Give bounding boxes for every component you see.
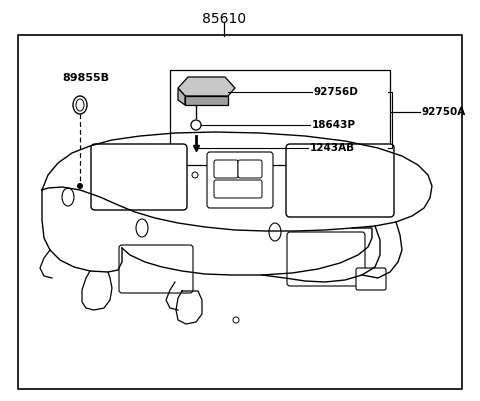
Ellipse shape <box>136 219 148 237</box>
Text: 1243AB: 1243AB <box>310 143 355 153</box>
Ellipse shape <box>76 99 84 111</box>
Bar <box>170 70 390 165</box>
FancyBboxPatch shape <box>214 180 262 198</box>
FancyBboxPatch shape <box>214 160 238 178</box>
Text: 89855B: 89855B <box>62 73 109 83</box>
Bar <box>18 35 462 389</box>
Text: 92750A: 92750A <box>422 107 466 117</box>
Polygon shape <box>185 96 228 105</box>
Text: 18643P: 18643P <box>312 120 356 130</box>
Text: 92756D: 92756D <box>314 87 359 97</box>
Polygon shape <box>178 88 185 105</box>
Text: 85610: 85610 <box>202 12 246 26</box>
Ellipse shape <box>352 239 364 257</box>
Ellipse shape <box>62 188 74 206</box>
FancyBboxPatch shape <box>238 160 262 178</box>
FancyBboxPatch shape <box>91 144 187 210</box>
Circle shape <box>191 120 201 130</box>
FancyBboxPatch shape <box>286 144 394 217</box>
Ellipse shape <box>73 96 87 114</box>
Circle shape <box>192 172 198 178</box>
FancyBboxPatch shape <box>356 268 386 290</box>
Ellipse shape <box>269 223 281 241</box>
Polygon shape <box>178 77 235 96</box>
FancyBboxPatch shape <box>207 152 273 208</box>
Circle shape <box>77 184 83 188</box>
FancyBboxPatch shape <box>287 232 365 286</box>
Circle shape <box>233 317 239 323</box>
FancyBboxPatch shape <box>119 245 193 293</box>
